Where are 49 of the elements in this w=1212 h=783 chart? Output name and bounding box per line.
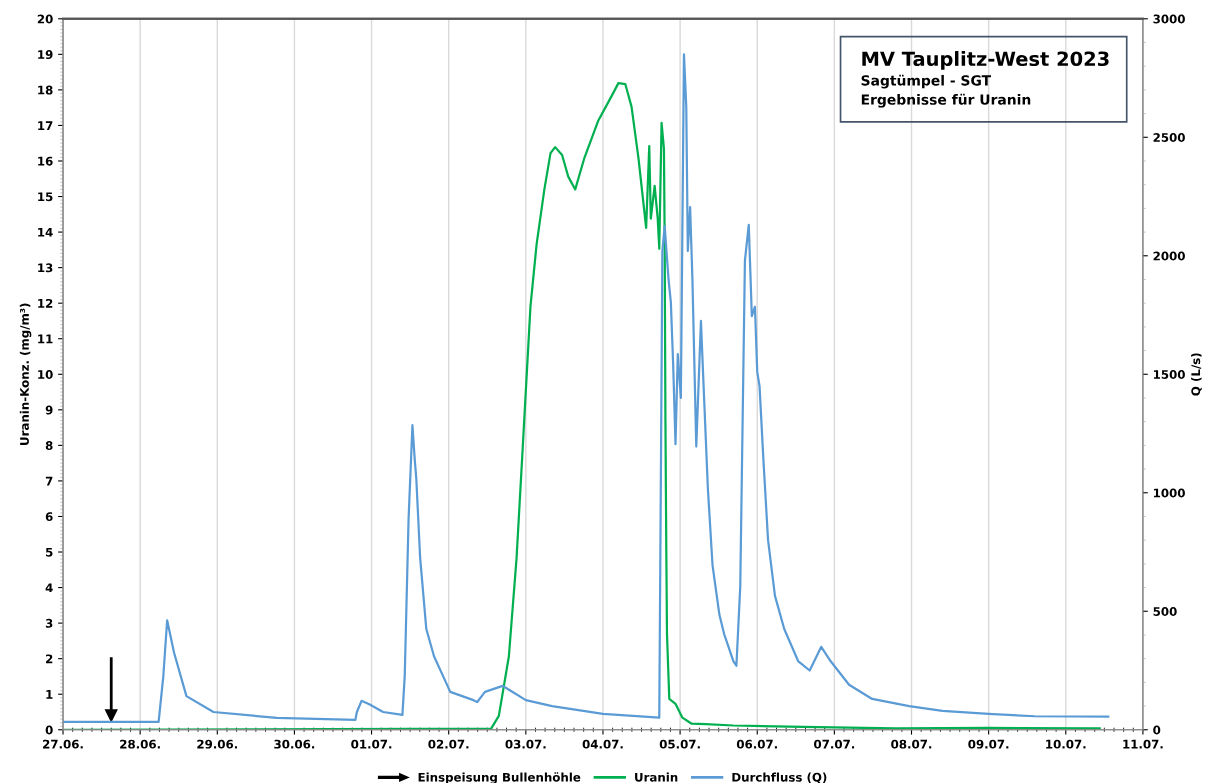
x-tick-label: 02.07. (428, 739, 469, 749)
y-tick-label: 4 (45, 583, 53, 593)
y-tick-label: 0 (45, 725, 53, 735)
x-tick-label: 04.07. (582, 739, 623, 749)
x-tick-label: 03.07. (505, 739, 546, 749)
x-tick-label: 07.07. (814, 739, 855, 749)
y-tick-label: 9 (45, 405, 53, 415)
x-tick-label: 27.06. (43, 739, 83, 749)
y-tick-label: 17 (38, 121, 53, 130)
y2-tick-label: 2000 (1153, 251, 1185, 261)
y2-tick-label: 500 (1153, 606, 1177, 616)
x-tick-label: 28.06. (120, 739, 160, 749)
y2-axis-title: Q (L/s) (1191, 353, 1202, 396)
text: MV Tauplitz-West 2023 (862, 51, 1109, 70)
x-tick-label: 05.07. (659, 739, 700, 749)
text: Sagtümpel - SGT Ergebnisse für Uranin (861, 74, 1031, 108)
y2-tick-label: 1500 (1153, 370, 1185, 379)
y2-tick-label: 3000 (1153, 14, 1185, 24)
y-tick-label: 11 (38, 334, 53, 344)
y-tick-label: 16 (38, 156, 53, 166)
y-tick-label: 1 (46, 690, 53, 699)
x-tick-label: 30.06. (274, 739, 315, 749)
x-tick-label: 10.07. (1046, 739, 1086, 749)
y2-tick-label: 0 (1153, 725, 1161, 735)
y-tick-label: 2 (46, 654, 53, 664)
y-tick-label: 13 (38, 263, 53, 273)
x-tick-label: 29.06. (197, 739, 237, 749)
y-tick-label: 6 (45, 512, 53, 522)
legend-label: Durchfluss (Q) (732, 772, 827, 783)
x-tick-label: 09.07. (968, 739, 1009, 749)
y-tick-label: 20 (37, 14, 53, 24)
y-tick-label: 3 (45, 618, 53, 628)
y-tick-label: 18 (38, 85, 53, 95)
x-tick-label: 06.07. (736, 739, 777, 749)
y-tick-label: 10 (38, 370, 53, 379)
y-tick-label: 8 (45, 441, 53, 451)
y-tick-label: 19 (38, 50, 53, 59)
y-tick-label: 15 (38, 192, 53, 202)
y-tick-label: 14 (38, 227, 53, 237)
x-tick-label: 08.07. (891, 739, 932, 749)
y-tick-label: 12 (38, 298, 53, 308)
y2-tick-label: 1000 (1153, 488, 1185, 498)
y-tick-label: 5 (46, 547, 53, 557)
x-tick-label: 01.07. (351, 739, 392, 749)
y2-tick-label: 2500 (1153, 133, 1185, 142)
x-tick-label: 11.07. (1123, 739, 1163, 749)
legend-label: Uranin (635, 772, 678, 782)
y-axis-title: Uranin-Konz. (mg/m³) (19, 303, 32, 445)
y-tick-label: 7 (45, 476, 53, 486)
